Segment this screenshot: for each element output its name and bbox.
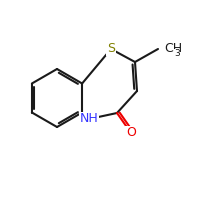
Text: 3: 3 — [174, 49, 180, 58]
Text: O: O — [126, 127, 136, 140]
Text: NH: NH — [80, 112, 98, 126]
Text: CH: CH — [164, 43, 182, 55]
Text: S: S — [107, 43, 115, 55]
